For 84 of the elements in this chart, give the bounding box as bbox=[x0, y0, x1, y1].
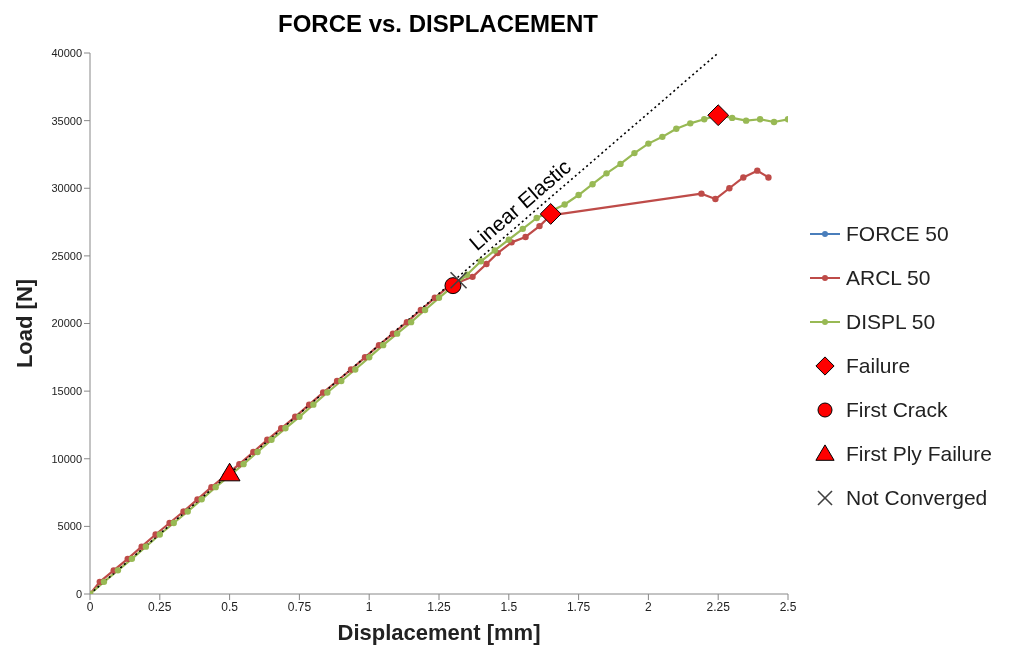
y-tick-label: 25000 bbox=[51, 249, 82, 262]
point bbox=[338, 377, 345, 385]
point bbox=[687, 120, 694, 127]
point bbox=[268, 436, 275, 444]
point bbox=[483, 260, 490, 268]
point bbox=[712, 195, 719, 203]
point bbox=[170, 519, 177, 527]
legend-label: First Crack bbox=[846, 398, 948, 422]
point bbox=[444, 277, 462, 295]
chart-title: FORCE vs. DISPLACEMENT bbox=[276, 10, 599, 38]
point bbox=[393, 330, 401, 337]
point bbox=[379, 341, 387, 349]
y-tick-label: 40000 bbox=[51, 46, 82, 59]
point bbox=[435, 294, 443, 301]
point bbox=[469, 273, 476, 281]
x-tick-label: 0.75 bbox=[287, 599, 312, 614]
legend-label: DISPL 50 bbox=[846, 310, 936, 334]
x-tick-label: 1.25 bbox=[427, 599, 451, 614]
point bbox=[603, 170, 610, 177]
x-tick-label: 2 bbox=[645, 599, 653, 614]
y-tick-label: 15000 bbox=[51, 385, 82, 398]
x-tick-label: 0.5 bbox=[221, 599, 239, 614]
point bbox=[218, 462, 241, 482]
x-tick-label: 1.5 bbox=[500, 599, 518, 614]
point bbox=[707, 104, 730, 127]
point bbox=[352, 366, 359, 373]
point bbox=[114, 567, 122, 574]
point bbox=[645, 140, 652, 147]
point bbox=[282, 425, 289, 432]
x-tick-label: 2.5 bbox=[779, 599, 797, 614]
point bbox=[765, 174, 772, 181]
point bbox=[240, 460, 247, 468]
point bbox=[726, 185, 733, 192]
x-tick-label: 0 bbox=[86, 599, 94, 614]
legend-label: Failure bbox=[846, 354, 911, 378]
point bbox=[324, 389, 331, 396]
point bbox=[296, 413, 303, 421]
legend-label: First Ply Failure bbox=[846, 442, 992, 466]
point bbox=[631, 149, 638, 157]
point bbox=[128, 555, 136, 563]
point bbox=[673, 125, 680, 132]
legend-label: FORCE 50 bbox=[846, 222, 949, 246]
point bbox=[212, 483, 219, 491]
point bbox=[100, 578, 108, 586]
point bbox=[254, 448, 261, 456]
point bbox=[770, 118, 778, 126]
point bbox=[698, 190, 705, 197]
point bbox=[536, 222, 543, 230]
point bbox=[701, 116, 708, 123]
point bbox=[421, 306, 429, 314]
point bbox=[519, 225, 526, 233]
legend-label: ARCL 50 bbox=[846, 266, 931, 290]
point bbox=[407, 318, 415, 326]
point bbox=[754, 167, 761, 174]
point bbox=[366, 354, 373, 361]
point bbox=[756, 116, 764, 123]
point bbox=[142, 543, 150, 550]
point bbox=[522, 233, 529, 241]
x-tick-label: 1.75 bbox=[566, 599, 591, 614]
point bbox=[617, 160, 624, 168]
legend-label: Not Converged bbox=[846, 486, 988, 510]
y-tick-label: 30000 bbox=[51, 182, 82, 195]
point bbox=[740, 174, 747, 181]
y-tick-label: 0 bbox=[75, 587, 82, 600]
point bbox=[533, 214, 540, 222]
x-tick-label: 1 bbox=[365, 599, 373, 614]
y-tick-label: 5000 bbox=[57, 520, 82, 533]
point bbox=[156, 531, 163, 538]
y-tick-label: 35000 bbox=[51, 114, 82, 127]
y-axis-title: Load [N] bbox=[11, 278, 37, 369]
y-tick-label: 10000 bbox=[51, 452, 82, 465]
x-tick-label: 0.25 bbox=[148, 599, 172, 614]
point bbox=[728, 114, 736, 122]
point bbox=[310, 401, 317, 408]
point bbox=[742, 117, 750, 124]
x-axis-title: Displacement [mm] bbox=[337, 620, 541, 645]
y-tick-label: 20000 bbox=[51, 317, 82, 330]
point bbox=[589, 180, 596, 188]
point bbox=[575, 191, 582, 199]
point bbox=[198, 496, 205, 503]
point bbox=[184, 508, 191, 515]
x-tick-label: 2.25 bbox=[706, 599, 731, 614]
point bbox=[477, 258, 485, 265]
point bbox=[659, 133, 666, 141]
